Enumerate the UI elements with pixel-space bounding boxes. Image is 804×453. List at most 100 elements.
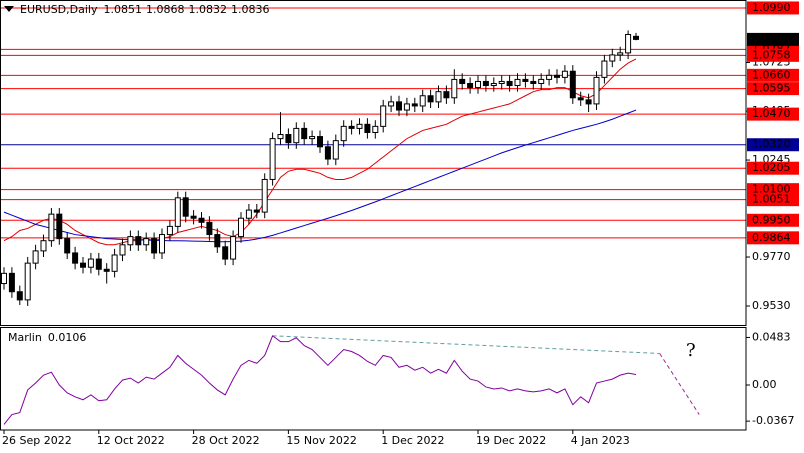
candle-body: [143, 238, 150, 246]
candle-body: [111, 254, 118, 272]
x-tick-label: 4 Jan 2023: [571, 434, 630, 447]
candle-body: [317, 136, 323, 148]
dashed-trend-line: [659, 353, 700, 415]
price-label: 1.0836: [752, 32, 791, 45]
candle-body: [166, 225, 173, 236]
candles-layer: [1, 30, 639, 307]
candle-body: [522, 78, 529, 82]
level-label: 0.9950: [752, 213, 791, 226]
level-label: 1.0758: [752, 48, 791, 61]
candle-body: [190, 215, 197, 219]
candle-body: [554, 74, 560, 78]
annotation: ?: [686, 340, 696, 361]
candle-body: [80, 262, 86, 268]
indicator-value: 0.0106: [48, 331, 87, 344]
candle-body: [348, 125, 355, 129]
y-tick-label: 0.0483: [752, 330, 791, 343]
candle-body: [506, 80, 513, 87]
header-high: 1.0868: [146, 3, 185, 16]
level-label-box: [747, 183, 799, 197]
y-tick-label: 0.00: [752, 378, 777, 391]
candle-body: [546, 74, 553, 80]
candle-body: [119, 244, 126, 256]
candle-body: [56, 213, 63, 240]
header-low: 1.0832: [188, 3, 227, 16]
candle-body: [482, 80, 489, 87]
candle-body: [340, 125, 347, 142]
candle-body: [324, 146, 331, 160]
candle-body: [427, 95, 434, 103]
levels-layer: [0, 7, 746, 239]
candle-body: [309, 136, 316, 140]
indicator-panel-frame: [0, 327, 747, 431]
level-label-box: [747, 48, 799, 62]
candle-body: [222, 246, 229, 260]
candle-body: [356, 123, 363, 129]
indicator-header: Marlin 0.0106: [8, 331, 86, 344]
candle-body: [530, 80, 537, 84]
level-label: 1.0100: [752, 183, 791, 196]
level-label: 1.0470: [752, 107, 791, 120]
dashed-trend-line: [272, 335, 660, 354]
candle-body: [16, 291, 23, 301]
indicator-name: Marlin: [8, 331, 42, 344]
level-label-box: [747, 82, 799, 96]
candle-body: [561, 70, 568, 78]
candle-body: [245, 209, 252, 219]
candle-body: [127, 236, 134, 246]
moving-average-line: [3, 58, 637, 246]
candle-body: [490, 82, 497, 87]
candle-body: [585, 99, 592, 105]
level-label: 1.0660: [752, 68, 791, 81]
level-label: 1.0320: [752, 138, 791, 151]
x-tick-label: 1 Dec 2022: [381, 434, 444, 447]
candle-body: [238, 217, 244, 238]
level-label: 1.0990: [752, 1, 791, 14]
level-label-box: [747, 68, 799, 82]
candle-body: [577, 97, 584, 101]
candle-body: [435, 91, 442, 103]
candle-body: [403, 103, 410, 111]
candle-body: [8, 272, 15, 293]
candle-body: [214, 234, 221, 248]
main-panel-frame: [0, 0, 747, 326]
level-label-box: [747, 161, 799, 175]
candle-body: [569, 70, 576, 99]
chart-title: EURUSD,Daily: [20, 3, 98, 16]
candle-body: [24, 262, 31, 301]
candle-body: [72, 252, 79, 264]
y-tick-label: -0.0367: [752, 414, 794, 427]
candle-body: [64, 238, 71, 254]
x-tick-label: 12 Oct 2022: [97, 434, 165, 447]
candle-body: [538, 78, 545, 84]
candle-body: [593, 76, 600, 105]
candle-body: [285, 134, 292, 144]
y-tick-label: 0.9770: [752, 250, 791, 263]
candle-body: [617, 52, 624, 56]
candle-body: [451, 78, 458, 99]
x-tick-label: 28 Oct 2022: [192, 434, 260, 447]
header-open: 1.0851: [103, 3, 142, 16]
candle-body: [396, 101, 402, 111]
candle-body: [601, 60, 608, 78]
level-label-box: [747, 213, 799, 227]
candle-body: [48, 213, 55, 242]
level-label: 1.0051: [752, 193, 791, 206]
candle-body: [332, 140, 339, 160]
candle-body: [277, 134, 284, 140]
level-label: 1.0595: [752, 82, 791, 95]
candle-body: [498, 80, 505, 84]
candle-body: [301, 127, 308, 140]
candle-body: [388, 101, 395, 107]
candle-body: [514, 78, 521, 87]
candle-body: [625, 34, 632, 54]
candle-body: [87, 258, 94, 268]
candle-body: [159, 234, 165, 254]
collapse-triangle[interactable]: [4, 6, 14, 12]
candle-body: [103, 268, 110, 272]
level-label: 0.9864: [752, 231, 791, 244]
candle-body: [1, 272, 7, 285]
level-label-box: [747, 1, 799, 15]
candle-body: [151, 238, 158, 254]
